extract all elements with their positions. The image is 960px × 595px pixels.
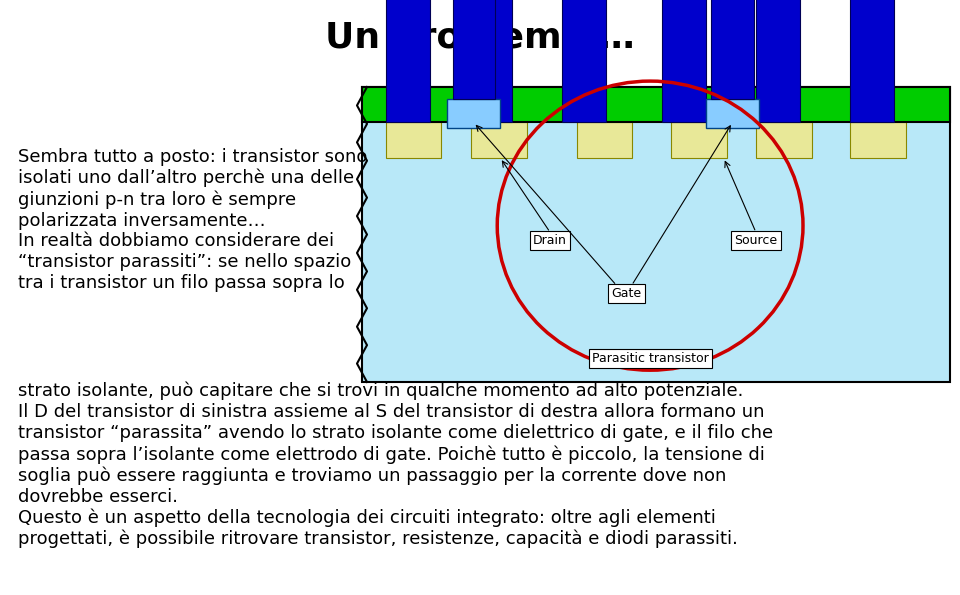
Bar: [470, 123, 527, 158]
Bar: [362, 87, 950, 382]
Bar: [386, 123, 442, 158]
Bar: [756, 0, 800, 123]
Bar: [661, 0, 706, 123]
Bar: [452, 0, 495, 99]
Bar: [362, 87, 950, 123]
Bar: [756, 123, 812, 158]
Bar: [468, 0, 512, 123]
Bar: [850, 0, 894, 123]
Bar: [706, 99, 759, 129]
Bar: [577, 123, 633, 158]
Text: Gate: Gate: [612, 287, 641, 300]
Bar: [562, 0, 606, 123]
Text: strato isolante, può capitare che si trovi in qualche momento ad alto potenziale: strato isolante, può capitare che si tro…: [18, 382, 773, 549]
Text: Un problema …: Un problema …: [325, 21, 635, 55]
Bar: [671, 123, 727, 158]
Bar: [711, 0, 754, 99]
Text: Parasitic transistor: Parasitic transistor: [591, 352, 708, 365]
Text: Sembra tutto a posto: i transistor sono
isolati uno dall’altro perchè una delle
: Sembra tutto a posto: i transistor sono …: [18, 148, 368, 292]
Bar: [850, 123, 906, 158]
Text: Drain: Drain: [533, 234, 567, 247]
Text: Source: Source: [734, 234, 778, 247]
Bar: [447, 99, 500, 129]
Bar: [386, 0, 430, 123]
